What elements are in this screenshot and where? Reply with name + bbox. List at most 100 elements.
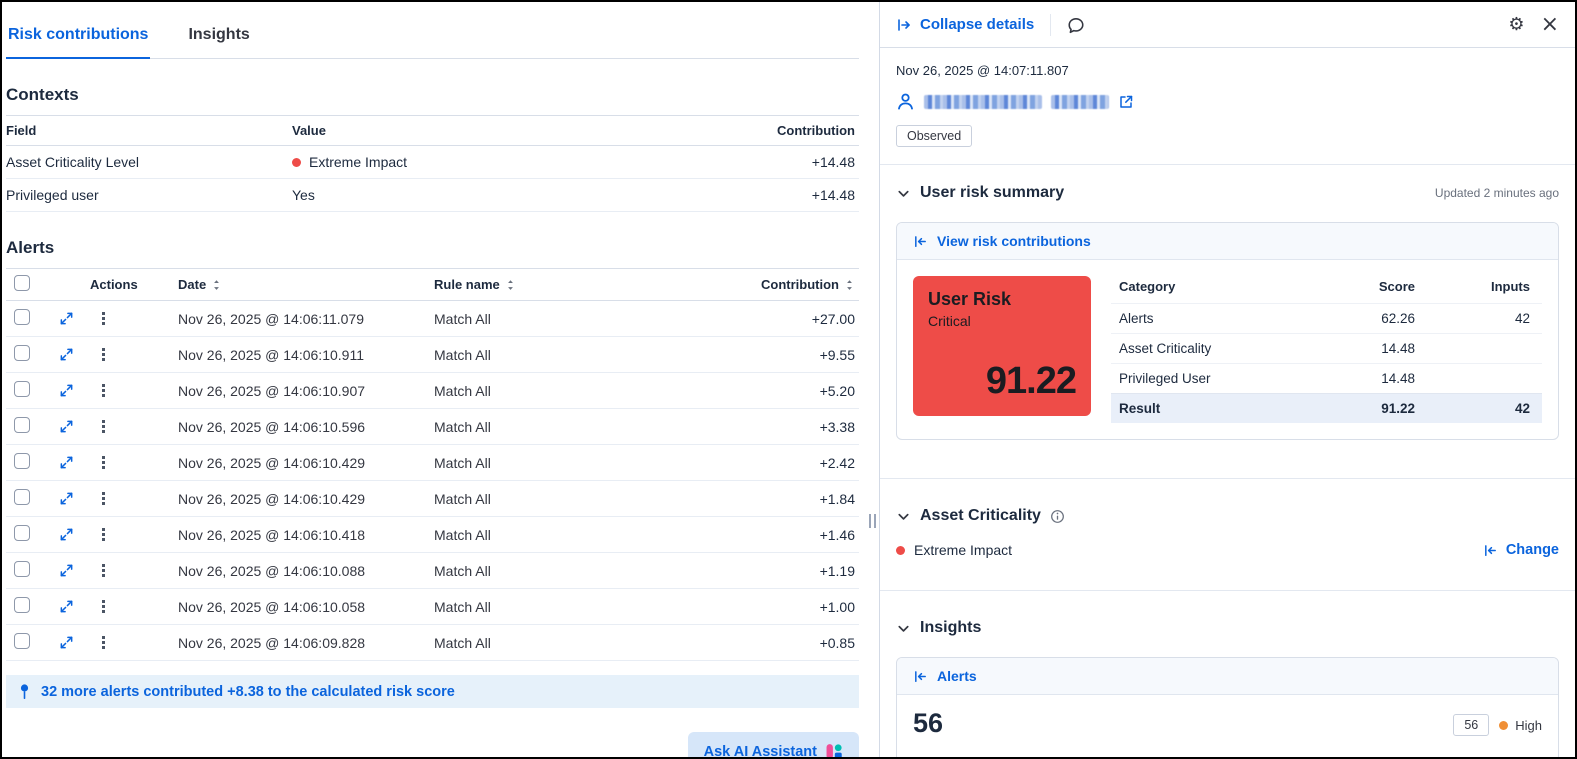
row-checkbox[interactable] bbox=[14, 381, 30, 397]
row-checkbox[interactable] bbox=[14, 561, 30, 577]
risk-contributions-panel: Risk contributions Insights Contexts Fie… bbox=[2, 2, 880, 757]
user-icon bbox=[898, 93, 913, 110]
alert-contribution: +1.84 bbox=[819, 490, 855, 507]
external-link-icon[interactable] bbox=[1118, 94, 1134, 110]
expand-alert-icon[interactable] bbox=[59, 311, 74, 326]
alert-date: Nov 26, 2025 @ 14:06:10.911 bbox=[178, 346, 364, 363]
row-checkbox[interactable] bbox=[14, 525, 30, 541]
more-actions-icon[interactable] bbox=[102, 420, 174, 433]
expand-alert-icon[interactable] bbox=[59, 563, 74, 578]
contexts-table-header: Field Value Contribution bbox=[6, 115, 859, 146]
view-risk-contributions-link[interactable]: View risk contributions bbox=[937, 233, 1091, 249]
chevron-down-icon[interactable] bbox=[896, 509, 911, 524]
close-flyout-icon[interactable]: × bbox=[1540, 11, 1559, 37]
alert-rule-name: Match All bbox=[434, 310, 491, 327]
entity-details-flyout: Collapse details ⚙ × Nov 26, 2025 @ 14:0… bbox=[880, 2, 1575, 757]
more-actions-icon[interactable] bbox=[102, 312, 174, 325]
more-actions-icon[interactable] bbox=[102, 636, 174, 649]
more-actions-icon[interactable] bbox=[102, 384, 174, 397]
alert-contribution: +1.00 bbox=[819, 598, 855, 615]
alert-table-row: Nov 26, 2025 @ 14:06:10.429 Match All +2… bbox=[6, 445, 859, 481]
divider bbox=[880, 478, 1575, 479]
alert-contribution: +9.55 bbox=[819, 346, 855, 363]
sort-icon[interactable] bbox=[505, 279, 516, 291]
risk-inputs-value: 42 bbox=[1514, 401, 1530, 416]
risk-category: Privileged User bbox=[1119, 371, 1211, 386]
ask-ai-label: Ask AI Assistant bbox=[703, 743, 817, 758]
row-checkbox[interactable] bbox=[14, 633, 30, 649]
more-actions-icon[interactable] bbox=[102, 528, 174, 541]
settings-gear-icon[interactable]: ⚙ bbox=[1508, 13, 1525, 35]
row-checkbox[interactable] bbox=[14, 417, 30, 433]
criticality-dot-icon bbox=[896, 545, 905, 555]
sort-icon[interactable] bbox=[211, 279, 222, 291]
expand-alert-icon[interactable] bbox=[59, 455, 74, 470]
more-actions-icon[interactable] bbox=[102, 348, 174, 361]
expand-alert-icon[interactable] bbox=[59, 383, 74, 398]
alert-table-row: Nov 26, 2025 @ 14:06:09.828 Match All +0… bbox=[6, 625, 859, 661]
col-contribution[interactable]: Contribution bbox=[709, 277, 859, 292]
risk-score-value: 14.48 bbox=[1381, 371, 1415, 386]
user-risk-summary-panel: View risk contributions User Risk Critic… bbox=[896, 222, 1559, 440]
alert-table-row: Nov 26, 2025 @ 14:06:10.907 Match All +5… bbox=[6, 373, 859, 409]
risk-score-table: Category Score Inputs Alerts 62.26 42 bbox=[1111, 276, 1542, 423]
col-date[interactable]: Date bbox=[174, 277, 430, 292]
severity-count-badge: 56 bbox=[1453, 714, 1490, 736]
ask-ai-assistant-button[interactable]: Ask AI Assistant bbox=[687, 732, 859, 758]
asset-criticality-title: Asset Criticality bbox=[920, 507, 1041, 524]
more-alerts-callout: 32 more alerts contributed +8.38 to the … bbox=[6, 675, 859, 708]
alerts-heading: Alerts bbox=[6, 238, 55, 257]
row-checkbox[interactable] bbox=[14, 597, 30, 613]
risk-score-row: Privileged User 14.48 bbox=[1111, 363, 1542, 393]
tab-bar: Risk contributions Insights bbox=[6, 2, 859, 59]
col-rule-name[interactable]: Rule name bbox=[430, 277, 709, 292]
alert-rule-name: Match All bbox=[434, 346, 491, 363]
expand-alert-icon[interactable] bbox=[59, 599, 74, 614]
more-alerts-text: 32 more alerts contributed +8.38 to the … bbox=[41, 683, 455, 700]
tab-insights[interactable]: Insights bbox=[188, 26, 250, 43]
risk-score-row: Result 91.22 42 bbox=[1111, 393, 1542, 423]
row-checkbox[interactable] bbox=[14, 453, 30, 469]
more-actions-icon[interactable] bbox=[102, 600, 174, 613]
arrow-start-icon bbox=[915, 235, 926, 247]
ai-assistant-icon bbox=[826, 744, 842, 757]
alert-date: Nov 26, 2025 @ 14:06:11.079 bbox=[178, 310, 364, 327]
row-checkbox[interactable] bbox=[14, 489, 30, 505]
info-icon[interactable] bbox=[1050, 509, 1065, 524]
tab-risk-contributions[interactable]: Risk contributions bbox=[6, 26, 151, 59]
expand-alert-icon[interactable] bbox=[59, 419, 74, 434]
chevron-down-icon[interactable] bbox=[896, 621, 911, 636]
expand-alert-icon[interactable] bbox=[59, 491, 74, 506]
alerts-table-header: Actions Date Rule name Contribution bbox=[6, 268, 859, 301]
row-checkbox[interactable] bbox=[14, 345, 30, 361]
more-actions-icon[interactable] bbox=[102, 492, 174, 505]
collapse-details-button[interactable]: Collapse details bbox=[896, 16, 1034, 33]
divider bbox=[880, 590, 1575, 591]
alert-contribution: +27.00 bbox=[811, 310, 855, 327]
alert-rule-name: Match All bbox=[434, 562, 491, 579]
insights-alerts-link[interactable]: Alerts bbox=[937, 668, 977, 684]
col-rule-label: Rule name bbox=[434, 277, 500, 292]
select-all-checkbox[interactable] bbox=[14, 275, 30, 291]
chat-history-icon[interactable] bbox=[1067, 16, 1085, 34]
risk-card-score: 91.22 bbox=[985, 360, 1077, 402]
sort-icon[interactable] bbox=[844, 279, 855, 291]
flyout-header: Collapse details ⚙ × bbox=[880, 2, 1575, 48]
header-separator bbox=[1050, 13, 1052, 36]
high-severity-dot-icon bbox=[1499, 720, 1509, 730]
panel-resize-handle[interactable] bbox=[869, 514, 876, 528]
change-criticality-button[interactable]: Change bbox=[1483, 542, 1559, 558]
chevron-down-icon[interactable] bbox=[896, 186, 911, 201]
col-value: Value bbox=[292, 123, 326, 138]
risk-category: Asset Criticality bbox=[1119, 341, 1212, 356]
alert-rule-name: Match All bbox=[434, 490, 491, 507]
col-date-label: Date bbox=[178, 277, 207, 292]
pin-icon bbox=[20, 684, 29, 699]
more-actions-icon[interactable] bbox=[102, 456, 174, 469]
more-actions-icon[interactable] bbox=[102, 564, 174, 577]
expand-alert-icon[interactable] bbox=[59, 527, 74, 542]
expand-alert-icon[interactable] bbox=[59, 347, 74, 362]
row-checkbox[interactable] bbox=[14, 309, 30, 325]
expand-alert-icon[interactable] bbox=[59, 635, 74, 650]
